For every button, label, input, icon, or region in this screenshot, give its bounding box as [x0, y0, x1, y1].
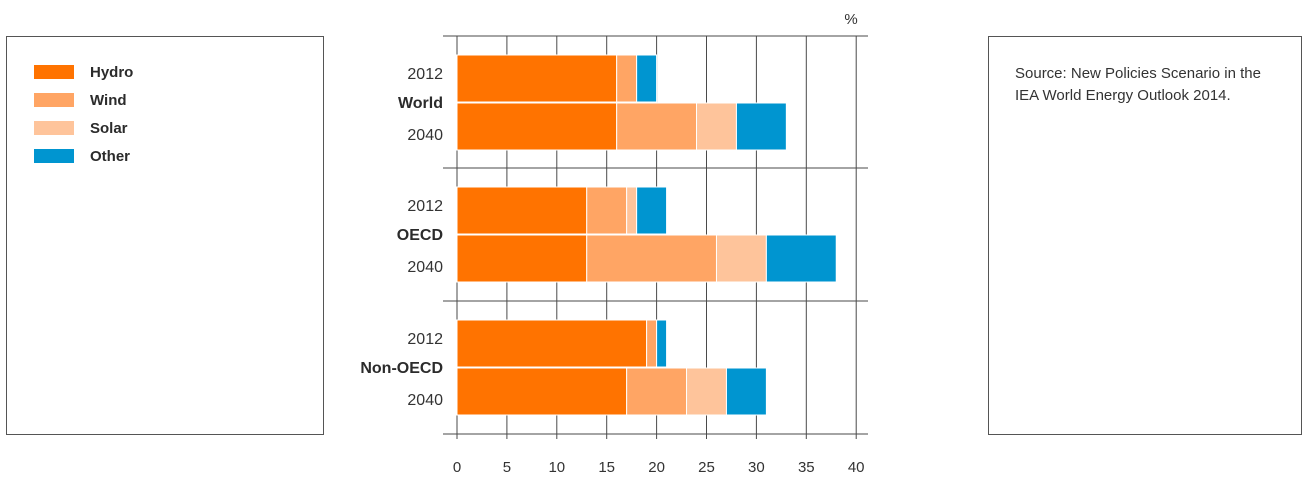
legend-item-wind: Wind	[34, 91, 127, 109]
x-tick-label-0: 0	[453, 459, 461, 476]
x-tick-label-25: 25	[698, 459, 715, 476]
bar-oecd-2012-wind	[586, 186, 628, 235]
bar-non-oecd-2040-solar	[686, 367, 727, 416]
bar-non-oecd-2012-hydro	[456, 319, 648, 368]
bar-world-2012-wind	[616, 54, 638, 103]
year-label-non-oecd-2012: 2012	[407, 331, 443, 348]
year-label-world-2040: 2040	[407, 127, 443, 144]
bar-non-oecd-2040-other	[725, 367, 767, 416]
bar-non-oecd-2040-wind	[626, 367, 688, 416]
bar-world-2040-solar	[696, 102, 737, 151]
legend-panel: Hydro Wind Solar Other	[6, 36, 324, 435]
legend-swatch-hydro	[34, 65, 74, 79]
x-tick-label-40: 40	[848, 459, 865, 476]
source-panel: Source: New Policies Scenario in the IEA…	[988, 36, 1302, 435]
bar-oecd-2012-hydro	[456, 186, 588, 235]
legend-swatch-wind	[34, 93, 74, 107]
bar-world-2040-other	[735, 102, 787, 151]
legend-label-wind: Wind	[90, 91, 127, 109]
year-label-world-2012: 2012	[407, 66, 443, 83]
source-note: Source: New Policies Scenario in the IEA…	[1015, 65, 1261, 104]
year-label-non-oecd-2040: 2040	[407, 392, 443, 409]
group-label-non-oecd: Non-OECD	[360, 360, 443, 377]
bar-oecd-2040-hydro	[456, 234, 588, 283]
stacked-bar-chart: 0 5 10 15 20 25 30 35 40% 2012 2040 World 2012 2040 OE…	[360, 11, 868, 476]
bar-world-2012-other	[636, 54, 658, 103]
bar-non-oecd-2040-hydro	[456, 367, 628, 416]
legend-label-other: Other	[90, 147, 131, 165]
x-tick-label-35: 35	[798, 459, 815, 476]
x-tick-label-30: 30	[748, 459, 765, 476]
bar-oecd-2040-other	[765, 234, 837, 283]
bar-non-oecd-2012-other	[656, 319, 668, 368]
bar-world-2040-hydro	[456, 102, 618, 151]
bar-non-oecd-2012-wind	[646, 319, 658, 368]
legend-item-hydro: Hydro	[34, 63, 134, 81]
bar-oecd-2040-wind	[586, 234, 717, 283]
legend-swatch-solar	[34, 121, 74, 135]
unit-label: %	[844, 11, 857, 28]
bar-oecd-2012-other	[636, 186, 668, 235]
year-label-oecd-2040: 2040	[407, 259, 443, 276]
bar-world-2040-wind	[616, 102, 698, 151]
year-label-oecd-2012: 2012	[407, 198, 443, 215]
group-label-oecd: OECD	[397, 227, 443, 244]
x-tick-label-5: 5	[503, 459, 511, 476]
x-tick-label-10: 10	[548, 459, 565, 476]
legend-swatch-other	[34, 149, 74, 163]
bar-oecd-2012-solar	[626, 186, 638, 235]
legend-item-solar: Solar	[34, 119, 128, 137]
x-tick-label-15: 15	[598, 459, 615, 476]
legend-label-hydro: Hydro	[90, 63, 134, 81]
legend-item-other: Other	[34, 147, 131, 165]
legend-label-solar: Solar	[90, 119, 128, 137]
group-label-world: World	[398, 95, 443, 112]
bar-world-2012-hydro	[456, 54, 618, 103]
x-tick-label-20: 20	[648, 459, 665, 476]
bar-oecd-2040-solar	[715, 234, 767, 283]
